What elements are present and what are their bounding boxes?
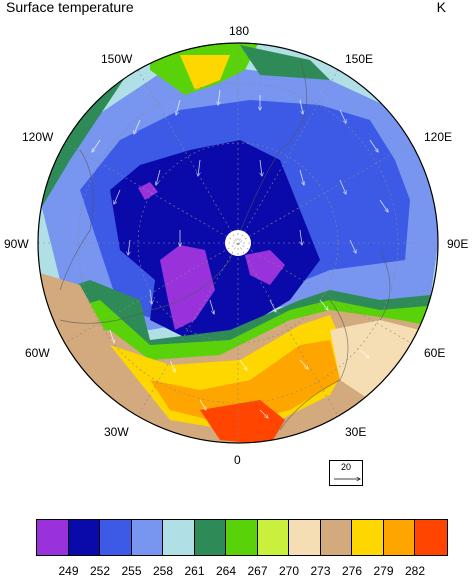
lon-label-150e: 150E bbox=[345, 52, 374, 66]
colorbar-tick-label: 252 bbox=[89, 564, 111, 578]
colorbar-tick-label: 273 bbox=[310, 564, 331, 578]
colorbar-swatch bbox=[383, 520, 415, 555]
colorbar-tick-label: 264 bbox=[215, 564, 237, 578]
lon-label-120e: 120E bbox=[424, 130, 453, 144]
colorbar-tick-label: 249 bbox=[58, 564, 79, 578]
colorbar-swatch bbox=[194, 520, 226, 555]
colorbar-tick-label: 258 bbox=[152, 564, 174, 578]
reference-vector-box: 20 bbox=[329, 460, 363, 486]
colorbar-swatch bbox=[289, 520, 321, 555]
colorbar-tick-label: 261 bbox=[184, 564, 205, 578]
coastlines bbox=[59, 59, 391, 431]
colorbar-swatch bbox=[415, 520, 447, 555]
colorbar-tick-label: 267 bbox=[247, 564, 268, 578]
lon-label-0: 0 bbox=[234, 453, 241, 467]
colorbar-tick-label: 276 bbox=[341, 564, 363, 578]
colorbar-swatch bbox=[163, 520, 195, 555]
colorbar-swatch bbox=[37, 520, 69, 555]
colorbar-tick-label: 282 bbox=[404, 564, 426, 578]
map-boundary bbox=[37, 42, 439, 444]
colorbar-swatch bbox=[131, 520, 163, 555]
lon-label-180: 180 bbox=[229, 24, 250, 38]
colorbar-tick-label: 270 bbox=[278, 564, 300, 578]
colorbar-swatch bbox=[226, 520, 258, 555]
lon-label-120w: 120W bbox=[22, 130, 54, 144]
colorbar-swatch bbox=[100, 520, 132, 555]
reference-vector-arrow bbox=[334, 461, 364, 487]
colorbar bbox=[36, 519, 448, 556]
lon-label-30w: 30W bbox=[104, 425, 129, 439]
lon-label-90w: 90W bbox=[4, 237, 29, 251]
graticule bbox=[38, 43, 438, 443]
colorbar-swatch bbox=[68, 520, 100, 555]
colorbar-tick-label: 255 bbox=[121, 564, 142, 578]
colorbar-tick-label: 279 bbox=[373, 564, 394, 578]
colorbar-swatch bbox=[320, 520, 352, 555]
lon-label-60w: 60W bbox=[25, 346, 50, 360]
colorbar-swatch bbox=[352, 520, 384, 555]
map-title: Surface temperature bbox=[6, 0, 134, 15]
reference-vector-label: 20 bbox=[340, 462, 351, 472]
lon-label-30e: 30E bbox=[345, 425, 367, 439]
units-label: K bbox=[436, 0, 446, 15]
lon-label-150w: 150W bbox=[101, 52, 133, 66]
colorbar-swatch bbox=[257, 520, 289, 555]
lon-label-60e: 60E bbox=[424, 346, 446, 360]
lon-label-90e: 90E bbox=[447, 237, 469, 251]
temperature-field bbox=[38, 43, 438, 443]
